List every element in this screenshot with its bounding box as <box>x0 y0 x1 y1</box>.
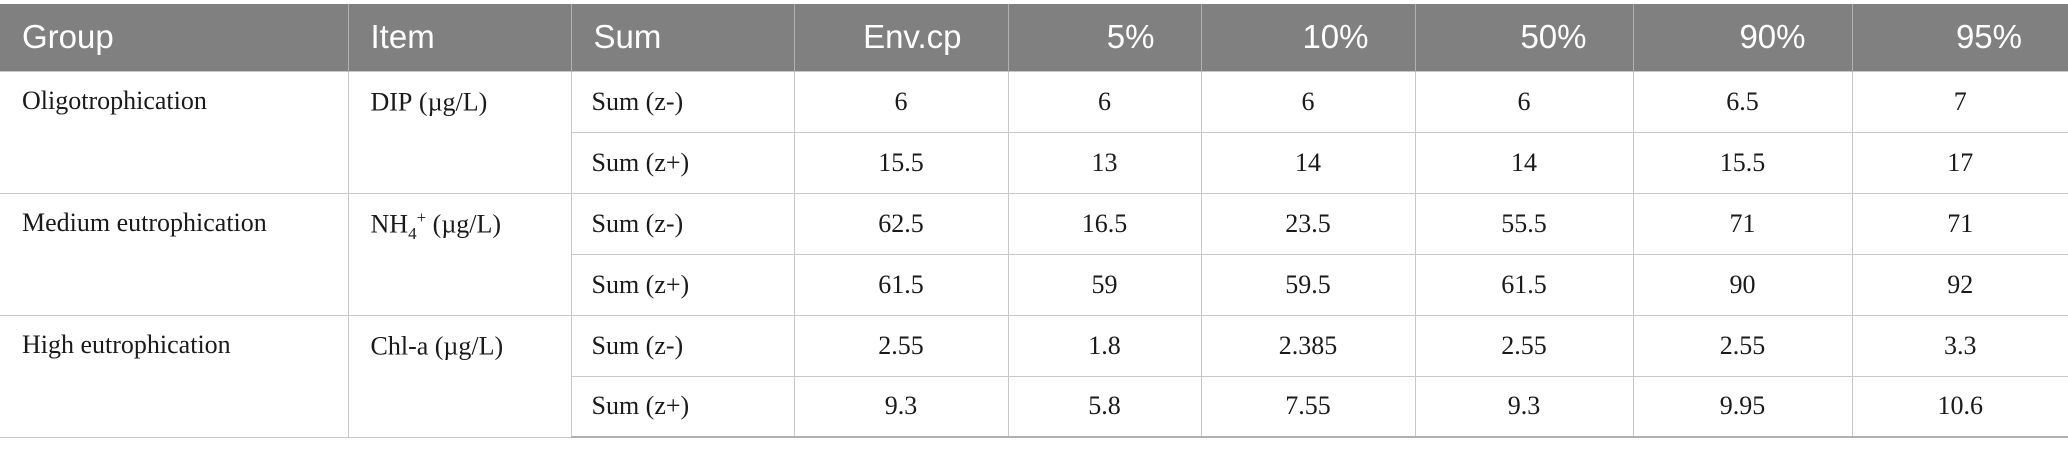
value-cell: 71 <box>1851 192 2068 255</box>
value-cell: 16.5 <box>1007 192 1202 255</box>
header-p95: 95% <box>1851 4 2068 71</box>
sum-label-cell: Sum (z+) <box>571 375 795 438</box>
value-cell: 14 <box>1414 131 1634 194</box>
sum-label-cell: Sum (z-) <box>570 70 795 133</box>
item-cell: NH4+ (µg/L) <box>347 192 572 316</box>
value-cell: 14 <box>1200 131 1416 194</box>
value-cell: 61.5 <box>793 253 1009 316</box>
header-p50: 50% <box>1414 4 1633 71</box>
value-cell: 6 <box>1007 70 1202 133</box>
header-group: Group <box>22 18 114 56</box>
value-cell: 17 <box>1851 131 2068 194</box>
sum-label-cell: Sum (z+) <box>571 253 795 316</box>
item-sup: + <box>416 207 427 227</box>
header-item: Item <box>347 4 571 71</box>
group-cell: High eutrophication <box>0 314 349 438</box>
sum-label-cell: Sum (z-) <box>570 192 795 255</box>
table-row: High eutrophication Chl-a (µg/L) Sum (z-) 2… <box>0 314 2068 438</box>
value-cell: 6 <box>1200 70 1416 133</box>
value-cell: 10.6 <box>1851 375 2068 438</box>
item-cell: Chl-a (µg/L) <box>347 314 572 438</box>
value-cell: 6.5 <box>1632 70 1853 133</box>
item-sub: 4 <box>408 223 417 243</box>
table-row: Medium eutrophication NH4+ (µg/L) Sum (z-)… <box>0 192 2068 316</box>
value-cell: 6 <box>1414 70 1634 133</box>
value-cell: 5.8 <box>1007 375 1202 438</box>
table-row: Oligotrophication DIP (µg/L) Sum (z-) 6 6 6 6 6… <box>0 70 2068 194</box>
value-cell: 62.5 <box>793 192 1009 255</box>
group-cell: Oligotrophication <box>0 70 349 194</box>
group-cell: Medium eutrophication <box>0 192 349 316</box>
value-cell: 13 <box>1007 131 1202 194</box>
value-cell: 3.3 <box>1851 314 2068 377</box>
item-base: DIP <box>370 87 413 117</box>
item-unit: (µg/L) <box>426 209 502 239</box>
header-p90: 90% <box>1632 4 1852 71</box>
value-cell: 9.3 <box>1414 375 1634 438</box>
value-cell: 2.385 <box>1200 314 1416 377</box>
item-unit: (µg/L) <box>428 331 504 361</box>
value-cell: 90 <box>1632 253 1853 316</box>
value-cell: 9.95 <box>1632 375 1853 438</box>
value-cell: 9.3 <box>793 375 1009 438</box>
header-p10: 10% <box>1200 4 1415 71</box>
value-cell: 2.55 <box>793 314 1009 377</box>
header-env-cp: Env.cp <box>793 4 1008 71</box>
value-cell: 59.5 <box>1200 253 1416 316</box>
value-cell: 15.5 <box>1632 131 1853 194</box>
item-cell: DIP (µg/L) <box>347 70 572 194</box>
data-table: Group Item Sum Env.cp 5% 10% 50% 90% 95%… <box>0 4 2068 438</box>
value-cell: 71 <box>1632 192 1853 255</box>
value-cell: 2.55 <box>1632 314 1853 377</box>
sum-label-cell: Sum (z-) <box>570 314 795 377</box>
value-cell: 61.5 <box>1414 253 1634 316</box>
item-unit: (µg/L) <box>412 87 488 117</box>
table-row: Sum (z+) 15.5 13 14 14 15.5 17 <box>0 131 2068 194</box>
header-row: Group Item Sum Env.cp 5% 10% 50% 90% 95% <box>0 4 2068 71</box>
value-cell: 23.5 <box>1200 192 1416 255</box>
value-cell: 92 <box>1851 253 2068 316</box>
value-cell: 1.8 <box>1007 314 1202 377</box>
sum-label-cell: Sum (z+) <box>571 131 795 194</box>
header-p5: 5% <box>1007 4 1201 71</box>
item-base: NH <box>370 209 409 239</box>
value-cell: 15.5 <box>793 131 1009 194</box>
table-row: Sum (z+) 9.3 5.8 7.55 9.3 9.95 10.6 <box>0 375 2068 438</box>
value-cell: 2.55 <box>1414 314 1634 377</box>
value-cell: 7.55 <box>1200 375 1416 438</box>
value-cell: 7 <box>1851 70 2068 133</box>
header-sum: Sum <box>570 4 794 71</box>
value-cell: 55.5 <box>1414 192 1634 255</box>
value-cell: 6 <box>793 70 1009 133</box>
item-base: Chl-a <box>370 331 429 361</box>
value-cell: 59 <box>1007 253 1202 316</box>
